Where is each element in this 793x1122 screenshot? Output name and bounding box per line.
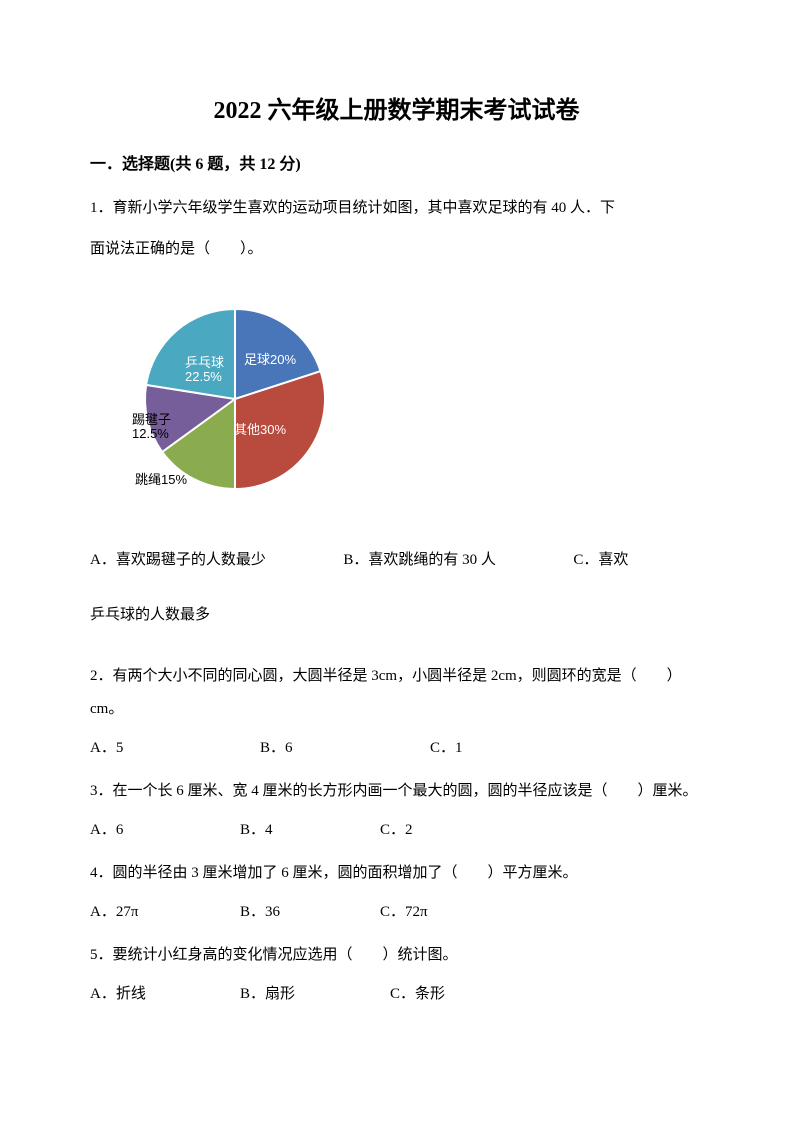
question-1-line1: 1．育新小学六年级学生喜欢的运动项目统计如图，其中喜欢足球的有 40 人．下 — [90, 192, 703, 225]
q2-option-c: C．1 — [430, 736, 463, 757]
question-5: 5．要统计小红身高的变化情况应选用（ ）统计图。 A．折线 B．扇形 C．条形 — [90, 939, 703, 1003]
pie-external-label: 跳绳15% — [135, 469, 187, 488]
q3-option-b: B．4 — [240, 818, 380, 839]
q3-option-a: A．6 — [90, 818, 240, 839]
section-header: 一．选择题(共 6 题，共 12 分) — [90, 150, 703, 174]
pie-slice-label: 足球20% — [244, 352, 296, 367]
q3-option-c: C．2 — [380, 818, 413, 839]
q2-option-a: A．5 — [90, 736, 260, 757]
question-2-options: A．5 B．6 C．1 — [90, 736, 703, 757]
q1-option-b: B．喜欢跳绳的有 30 人 — [343, 552, 496, 568]
question-4: 4．圆的半径由 3 厘米增加了 6 厘米，圆的面积增加了（ ）平方厘米。 A．2… — [90, 857, 703, 921]
q1-option-c-part1: C．喜欢 — [573, 552, 628, 568]
question-3-text: 3．在一个长 6 厘米、宽 4 厘米的长方形内画一个最大的圆，圆的半径应该是（ … — [90, 775, 703, 808]
question-3-options: A．6 B．4 C．2 — [90, 818, 703, 839]
question-4-text: 4．圆的半径由 3 厘米增加了 6 厘米，圆的面积增加了（ ）平方厘米。 — [90, 857, 703, 890]
pie-chart-container: 足球20%其他30% 跳绳15%踢毽子12.5%乒乓球22.5% — [90, 294, 350, 514]
question-3: 3．在一个长 6 厘米、宽 4 厘米的长方形内画一个最大的圆，圆的半径应该是（ … — [90, 775, 703, 839]
question-2-text: 2．有两个大小不同的同心圆，大圆半径是 3cm，小圆半径是 2cm，则圆环的宽是… — [90, 660, 703, 726]
question-5-options: A．折线 B．扇形 C．条形 — [90, 982, 703, 1003]
page-title: 2022 六年级上册数学期末考试试卷 — [90, 90, 703, 125]
q5-option-c: C．条形 — [390, 982, 445, 1003]
q4-option-c: C．72π — [380, 900, 428, 921]
question-1: 1．育新小学六年级学生喜欢的运动项目统计如图，其中喜欢足球的有 40 人．下 面… — [90, 192, 703, 632]
q4-option-b: B．36 — [240, 900, 380, 921]
q4-option-a: A．27π — [90, 900, 240, 921]
pie-external-label: 12.5% — [132, 426, 169, 441]
question-1-options: A．喜欢踢毽子的人数最少 B．喜欢跳绳的有 30 人 C．喜欢 — [90, 544, 703, 577]
pie-slice-label: 其他30% — [234, 422, 286, 437]
pie-external-label: 22.5% — [185, 369, 222, 384]
question-5-text: 5．要统计小红身高的变化情况应选用（ ）统计图。 — [90, 939, 703, 972]
q5-option-b: B．扇形 — [240, 982, 390, 1003]
question-4-options: A．27π B．36 C．72π — [90, 900, 703, 921]
q2-option-b: B．6 — [260, 736, 430, 757]
question-1-line2: 面说法正确的是（ ）。 — [90, 233, 703, 266]
q5-option-a: A．折线 — [90, 982, 240, 1003]
q1-option-a: A．喜欢踢毽子的人数最少 — [90, 552, 266, 568]
question-2: 2．有两个大小不同的同心圆，大圆半径是 3cm，小圆半径是 2cm，则圆环的宽是… — [90, 660, 703, 757]
q1-option-c-part2: 乒乓球的人数最多 — [90, 599, 703, 632]
